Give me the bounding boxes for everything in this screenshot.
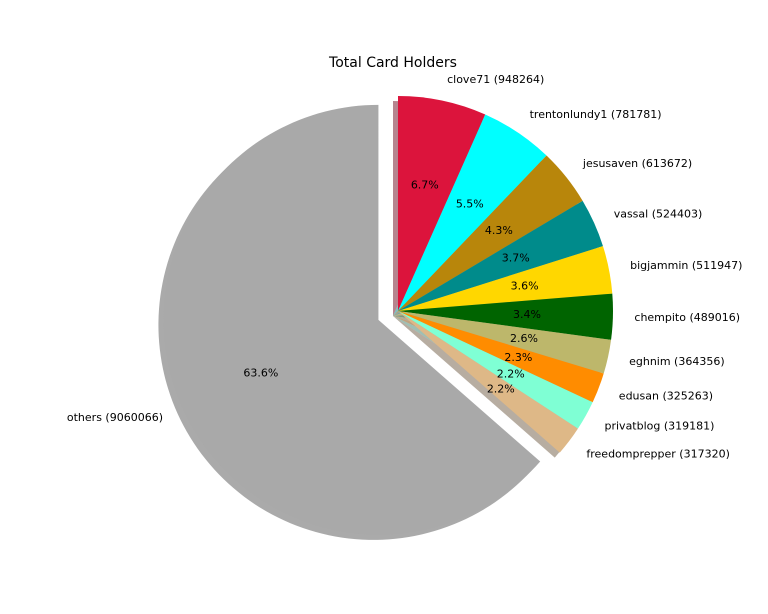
- pie-slice-bigjammin: [398, 246, 613, 311]
- percent-label-bigjammin: 3.6%: [511, 280, 539, 293]
- percent-label-edusan: 2.3%: [504, 351, 532, 364]
- pie-percent-layer: 6.7% 5.5% 4.3% 3.7% 3.6% 3.4% 2.6% 2.3% 2.2% 2.2%…: [243, 178, 541, 395]
- chart-title: Total Card Holders: [328, 55, 457, 71]
- percent-label-trentonlundy1: 5.5%: [456, 197, 484, 210]
- slice-label-clove71: clove71 (948264): [447, 73, 544, 86]
- slice-label-chempito: chempito (489016): [634, 311, 740, 324]
- pie-slice-chempito: [398, 293, 614, 340]
- pie-slice-edusan: [398, 311, 604, 403]
- percent-label-clove71: 6.7%: [411, 178, 439, 191]
- pie-slice-eghnim: [398, 311, 612, 374]
- pie-slice-privatblog: [398, 311, 593, 429]
- slice-label-freedomprepper: freedomprepper (317320): [586, 448, 729, 461]
- percent-label-vassal: 3.7%: [502, 252, 530, 265]
- pie-slice-clove71: [398, 96, 486, 311]
- pie-label-layer: clove71 (948264) trentonlundy1 (781781) je…: [67, 73, 743, 460]
- percent-label-freedomprepper: 2.2%: [487, 383, 515, 396]
- pie-slice-freedomprepper: [398, 311, 578, 453]
- slice-label-bigjammin: bigjammin (511947): [630, 259, 742, 272]
- pie-slice-vassal: [398, 200, 603, 311]
- pie-slice-jesusaven: [398, 155, 583, 311]
- percent-label-chempito: 3.4%: [513, 308, 541, 321]
- slice-label-edusan: edusan (325263): [619, 389, 713, 402]
- percent-label-jesusaven: 4.3%: [485, 224, 513, 237]
- slice-label-privatblog: privatblog (319181): [605, 420, 715, 433]
- percent-label-privatblog: 2.2%: [497, 367, 525, 380]
- percent-label-eghnim: 2.6%: [510, 332, 538, 345]
- slice-label-vassal: vassal (524403): [614, 208, 703, 221]
- slice-label-trentonlundy1: trentonlundy1 (781781): [530, 108, 662, 121]
- percent-label-others: 63.6%: [243, 367, 278, 380]
- pie-slice-others: [163, 104, 541, 535]
- slice-label-eghnim: eghnim (364356): [629, 355, 725, 368]
- slice-label-others: others (9060066): [67, 411, 163, 424]
- pie-slice-trentonlundy1: [398, 114, 547, 311]
- pie-slice-layer: [163, 96, 614, 535]
- slice-label-jesusaven: jesusaven (613672): [582, 157, 692, 170]
